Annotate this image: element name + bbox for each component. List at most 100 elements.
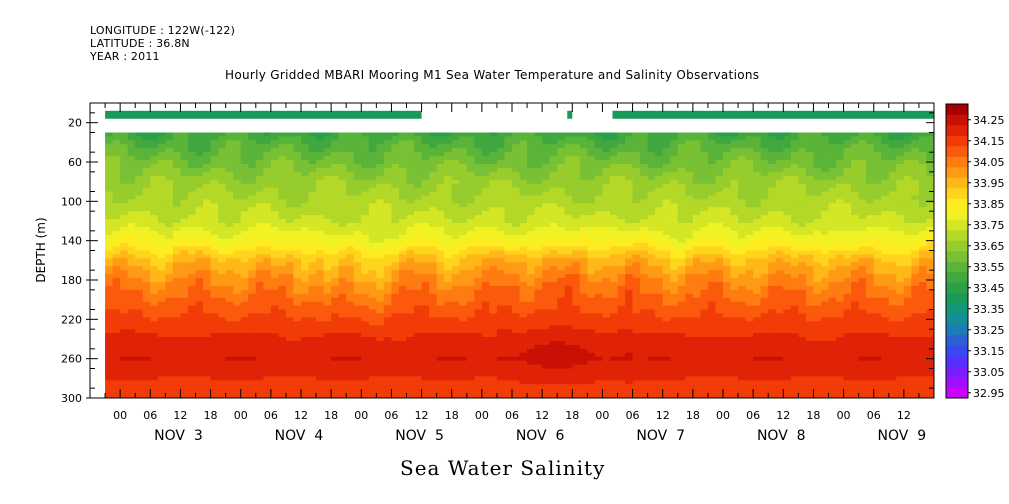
data-cell — [640, 297, 649, 303]
data-cell — [316, 344, 325, 350]
data-cell — [270, 333, 279, 338]
data-cell — [361, 388, 370, 393]
data-cell — [353, 152, 362, 157]
data-cell — [187, 167, 197, 173]
data-cell — [105, 396, 114, 398]
data-cell — [150, 175, 159, 181]
data-cell — [240, 278, 249, 283]
data-cell — [444, 340, 453, 346]
data-cell — [157, 337, 166, 342]
data-cell — [617, 203, 626, 208]
data-cell — [248, 274, 257, 279]
data-cell — [187, 163, 197, 169]
data-cell — [632, 388, 641, 393]
data-cell — [255, 360, 264, 366]
data-cell — [180, 163, 189, 169]
data-cell — [383, 392, 393, 397]
data-cell — [346, 360, 355, 366]
data-cell — [278, 360, 287, 366]
data-cell — [187, 136, 197, 141]
data-cell — [301, 171, 310, 177]
data-cell — [233, 191, 242, 197]
data-cell — [504, 215, 513, 220]
data-cell — [398, 238, 408, 244]
data-cell — [285, 163, 295, 169]
data-cell — [421, 301, 430, 307]
data-cell — [187, 305, 197, 311]
data-cell — [625, 274, 634, 279]
data-cell — [647, 238, 656, 244]
data-cell — [112, 207, 121, 212]
data-cell — [172, 246, 182, 252]
data-cell — [278, 144, 287, 149]
data-cell — [338, 211, 347, 216]
data-cell — [270, 337, 279, 342]
data-cell — [293, 160, 302, 165]
data-cell — [579, 226, 588, 232]
data-cell — [157, 136, 166, 141]
data-cell — [504, 179, 513, 185]
data-cell — [572, 136, 581, 141]
data-cell — [451, 329, 460, 334]
data-cell — [504, 372, 513, 377]
data-cell — [481, 281, 490, 287]
data-cell — [534, 388, 543, 393]
data-cell — [421, 281, 430, 287]
data-cell — [444, 230, 453, 236]
data-cell — [105, 293, 114, 299]
data-cell — [632, 199, 641, 204]
data-cell — [451, 337, 460, 342]
data-cell — [542, 211, 551, 216]
data-cell — [504, 329, 513, 334]
data-cell — [451, 285, 460, 291]
data-cell — [150, 384, 159, 389]
data-cell — [316, 175, 325, 181]
data-cell — [391, 136, 400, 141]
data-cell — [263, 203, 272, 208]
data-cell — [240, 136, 249, 141]
data-cell — [451, 175, 460, 181]
data-cell — [609, 222, 619, 228]
data-cell — [248, 254, 257, 259]
data-cell — [474, 313, 483, 318]
data-cell — [512, 195, 521, 200]
data-cell — [436, 309, 445, 315]
data-cell — [617, 144, 626, 149]
data-cell — [609, 238, 619, 244]
data-cell — [398, 285, 408, 291]
data-cell — [451, 352, 460, 358]
data-cell — [301, 289, 310, 295]
data-cell — [255, 376, 264, 381]
data-cell — [564, 364, 573, 370]
data-cell — [617, 325, 626, 330]
data-cell — [233, 230, 242, 236]
data-cell — [248, 246, 257, 252]
data-cell — [572, 321, 581, 326]
data-cell — [233, 301, 242, 307]
data-cell — [240, 246, 249, 252]
data-cell — [376, 384, 385, 389]
data-cell — [519, 376, 528, 381]
data-cell — [534, 321, 543, 326]
data-cell — [383, 230, 393, 236]
data-cell — [331, 175, 340, 181]
data-cell — [481, 396, 490, 398]
data-cell — [512, 348, 521, 354]
data-cell — [142, 203, 151, 208]
data-cell — [338, 289, 347, 295]
data-cell — [187, 372, 197, 377]
data-cell — [195, 392, 204, 397]
data-cell — [512, 226, 521, 232]
data-cell — [655, 171, 664, 177]
data-cell — [316, 392, 325, 397]
data-cell — [150, 325, 159, 330]
data-cell — [481, 333, 490, 338]
data-cell — [474, 175, 483, 181]
data-cell — [444, 171, 453, 177]
data-cell — [187, 360, 197, 366]
data-cell — [112, 167, 121, 173]
data-cell — [542, 313, 551, 318]
data-cell — [647, 364, 656, 370]
data-cell — [165, 183, 174, 189]
data-cell — [338, 360, 347, 366]
